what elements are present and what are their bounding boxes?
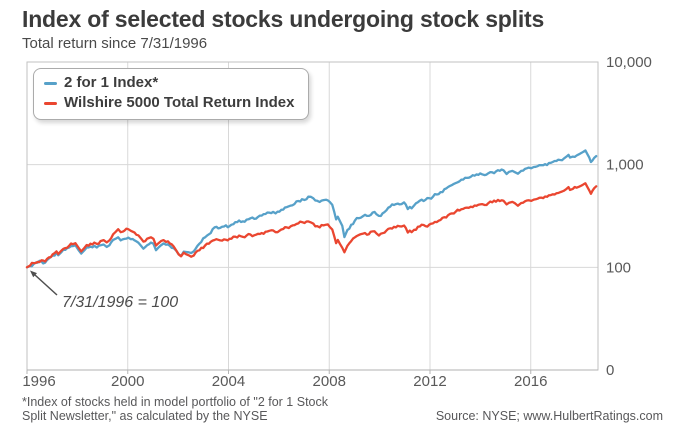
legend-swatch-red: [44, 101, 57, 105]
footnote-line2: Split Newsletter," as calculated by the …: [22, 408, 268, 423]
legend: 2 for 1 Index* Wilshire 5000 Total Retur…: [33, 68, 310, 120]
chart-header: Index of selected stocks undergoing stoc…: [22, 6, 544, 52]
footnote-line1: *Index of stocks held in model portfolio…: [22, 395, 328, 409]
axis-labels: 1996 2000 2004 2008 2012 2016 10,000 1,000 100 0: [22, 54, 652, 390]
legend-swatch-blue: [44, 81, 57, 85]
gridlines: [26, 61, 599, 374]
chart-title: Index of selected stocks undergoing stoc…: [22, 6, 545, 32]
y-tick-label: 1,000: [606, 157, 644, 174]
annotation-arrow: [34, 274, 58, 296]
series-lines: [25, 149, 598, 269]
x-tick-label: 2004: [212, 373, 245, 390]
y-tick-label: 10,000: [606, 54, 652, 71]
x-tick-label: 1996: [22, 373, 55, 390]
legend-item-wilshire: Wilshire 5000 Total Return Index: [44, 93, 294, 113]
legend-label-2for1: 2 for 1 Index*: [64, 74, 159, 91]
source-credit: Source: NYSE; www.HulbertRatings.com: [435, 409, 663, 423]
footnote: *Index of stocks held in model portfolio…: [22, 395, 328, 423]
annotation-arrowhead: [30, 270, 37, 278]
x-tick-label: 2008: [313, 373, 346, 390]
series-line-1: [25, 182, 598, 269]
x-tick-label: 2012: [413, 373, 446, 390]
y-tick-label: 0: [606, 362, 614, 379]
chart-subtitle: Total return since 7/31/1996: [22, 35, 208, 52]
x-tick-label: 2000: [111, 373, 144, 390]
annotation-label: 7/31/1996 = 100: [62, 294, 178, 311]
annotation-group: 7/31/1996 = 100: [30, 270, 178, 311]
x-tick-label: 2016: [514, 373, 547, 390]
legend-label-wilshire: Wilshire 5000 Total Return Index: [64, 94, 295, 111]
series-line-0: [25, 149, 598, 269]
legend-item-2for1: 2 for 1 Index*: [44, 73, 294, 93]
y-tick-label: 100: [606, 259, 631, 276]
